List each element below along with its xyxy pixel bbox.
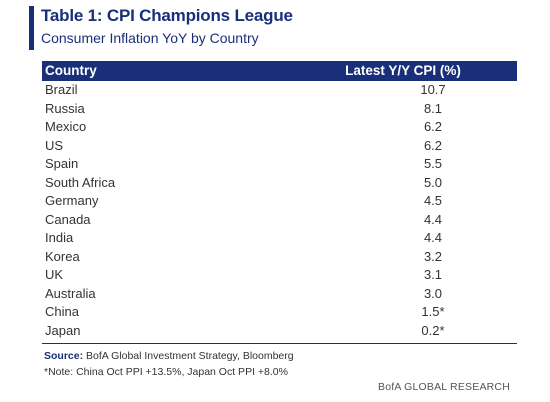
cpi-value-cell: 3.0 xyxy=(423,285,443,301)
cpi-value-cell: 5.0 xyxy=(423,174,443,190)
cpi-value-cell: 6.2 xyxy=(423,137,443,153)
country-cell: Japan xyxy=(45,322,81,338)
country-cell: US xyxy=(45,137,64,153)
footnote: *Note: China Oct PPI +13.5%, Japan Oct P… xyxy=(44,366,288,378)
country-cell: India xyxy=(45,230,74,245)
cpi-value-cell: 3.2 xyxy=(423,248,443,264)
source-divider xyxy=(42,343,517,344)
table-row: Russia 8.1 xyxy=(42,100,517,119)
source-label: Source: xyxy=(44,350,84,362)
table-row: US 6.2 xyxy=(42,137,517,156)
cpi-value-cell: 4.4 xyxy=(423,211,443,227)
cpi-value-cell: 1.5* xyxy=(421,304,445,319)
source-text: BofA Global Investment Strategy, Bloombe… xyxy=(86,350,294,362)
table-row: South Africa 5.0 xyxy=(42,174,517,193)
table-row: India 4.4 xyxy=(42,229,517,248)
table-row: Spain 5.5 xyxy=(42,155,517,174)
cpi-value-cell: 0.2* xyxy=(421,322,445,338)
table-row: Canada 4.4 xyxy=(42,211,517,230)
country-cell: Korea xyxy=(45,248,80,264)
cpi-value-cell: 4.5 xyxy=(423,193,443,208)
column-header-cpi: Latest Y/Y CPI (%) xyxy=(289,61,517,81)
cpi-value-cell: 4.4 xyxy=(423,230,443,245)
country-cell: Germany xyxy=(45,193,99,208)
country-cell: China xyxy=(45,304,79,319)
table-row: Australia 3.0 xyxy=(42,285,517,304)
cpi-value-cell: 3.1 xyxy=(423,267,443,282)
table-row: Brazil 10.7 xyxy=(42,81,517,100)
source-line: Source: BofA Global Investment Strategy,… xyxy=(44,350,294,362)
table-row: China 1.5* xyxy=(42,303,517,322)
table-body: Brazil 10.7 Russia 8.1 Mexico 6.2 US 6.2 Spain 5.… xyxy=(42,81,517,340)
table-title: Table 1: CPI Champions League xyxy=(41,6,293,25)
table-row: Korea 3.2 xyxy=(42,248,517,267)
table-row: Germany 4.5 xyxy=(42,192,517,211)
country-cell: Spain xyxy=(45,156,79,171)
country-cell: South Africa xyxy=(45,174,116,190)
cpi-value-cell: 8.1 xyxy=(423,100,443,116)
table-header-row: Country Latest Y/Y CPI (%) xyxy=(42,61,517,81)
brand-footer: BofA GLOBAL RESEARCH xyxy=(378,381,510,393)
country-cell: Russia xyxy=(45,100,85,116)
country-cell: Australia xyxy=(45,285,96,301)
table-row: Mexico 6.2 xyxy=(42,118,517,137)
country-cell: Brazil xyxy=(45,82,78,97)
cpi-table: Country Latest Y/Y CPI (%) Brazil 10.7 Rus… xyxy=(42,61,517,340)
cpi-value-cell: 5.5 xyxy=(423,156,443,171)
country-cell: Mexico xyxy=(45,119,87,134)
cpi-table-container: Country Latest Y/Y CPI (%) Brazil 10.7 Rus… xyxy=(42,61,517,340)
country-cell: Canada xyxy=(45,211,91,227)
cpi-value-cell: 6.2 xyxy=(423,119,443,134)
cpi-value-cell: 10.7 xyxy=(420,82,446,97)
column-header-country: Country xyxy=(42,61,289,81)
country-cell: UK xyxy=(45,267,64,282)
title-accent-bar xyxy=(29,6,34,50)
table-row: Japan 0.2* xyxy=(42,322,517,341)
table-subtitle: Consumer Inflation YoY by Country xyxy=(41,30,259,46)
table-row: UK 3.1 xyxy=(42,266,517,285)
